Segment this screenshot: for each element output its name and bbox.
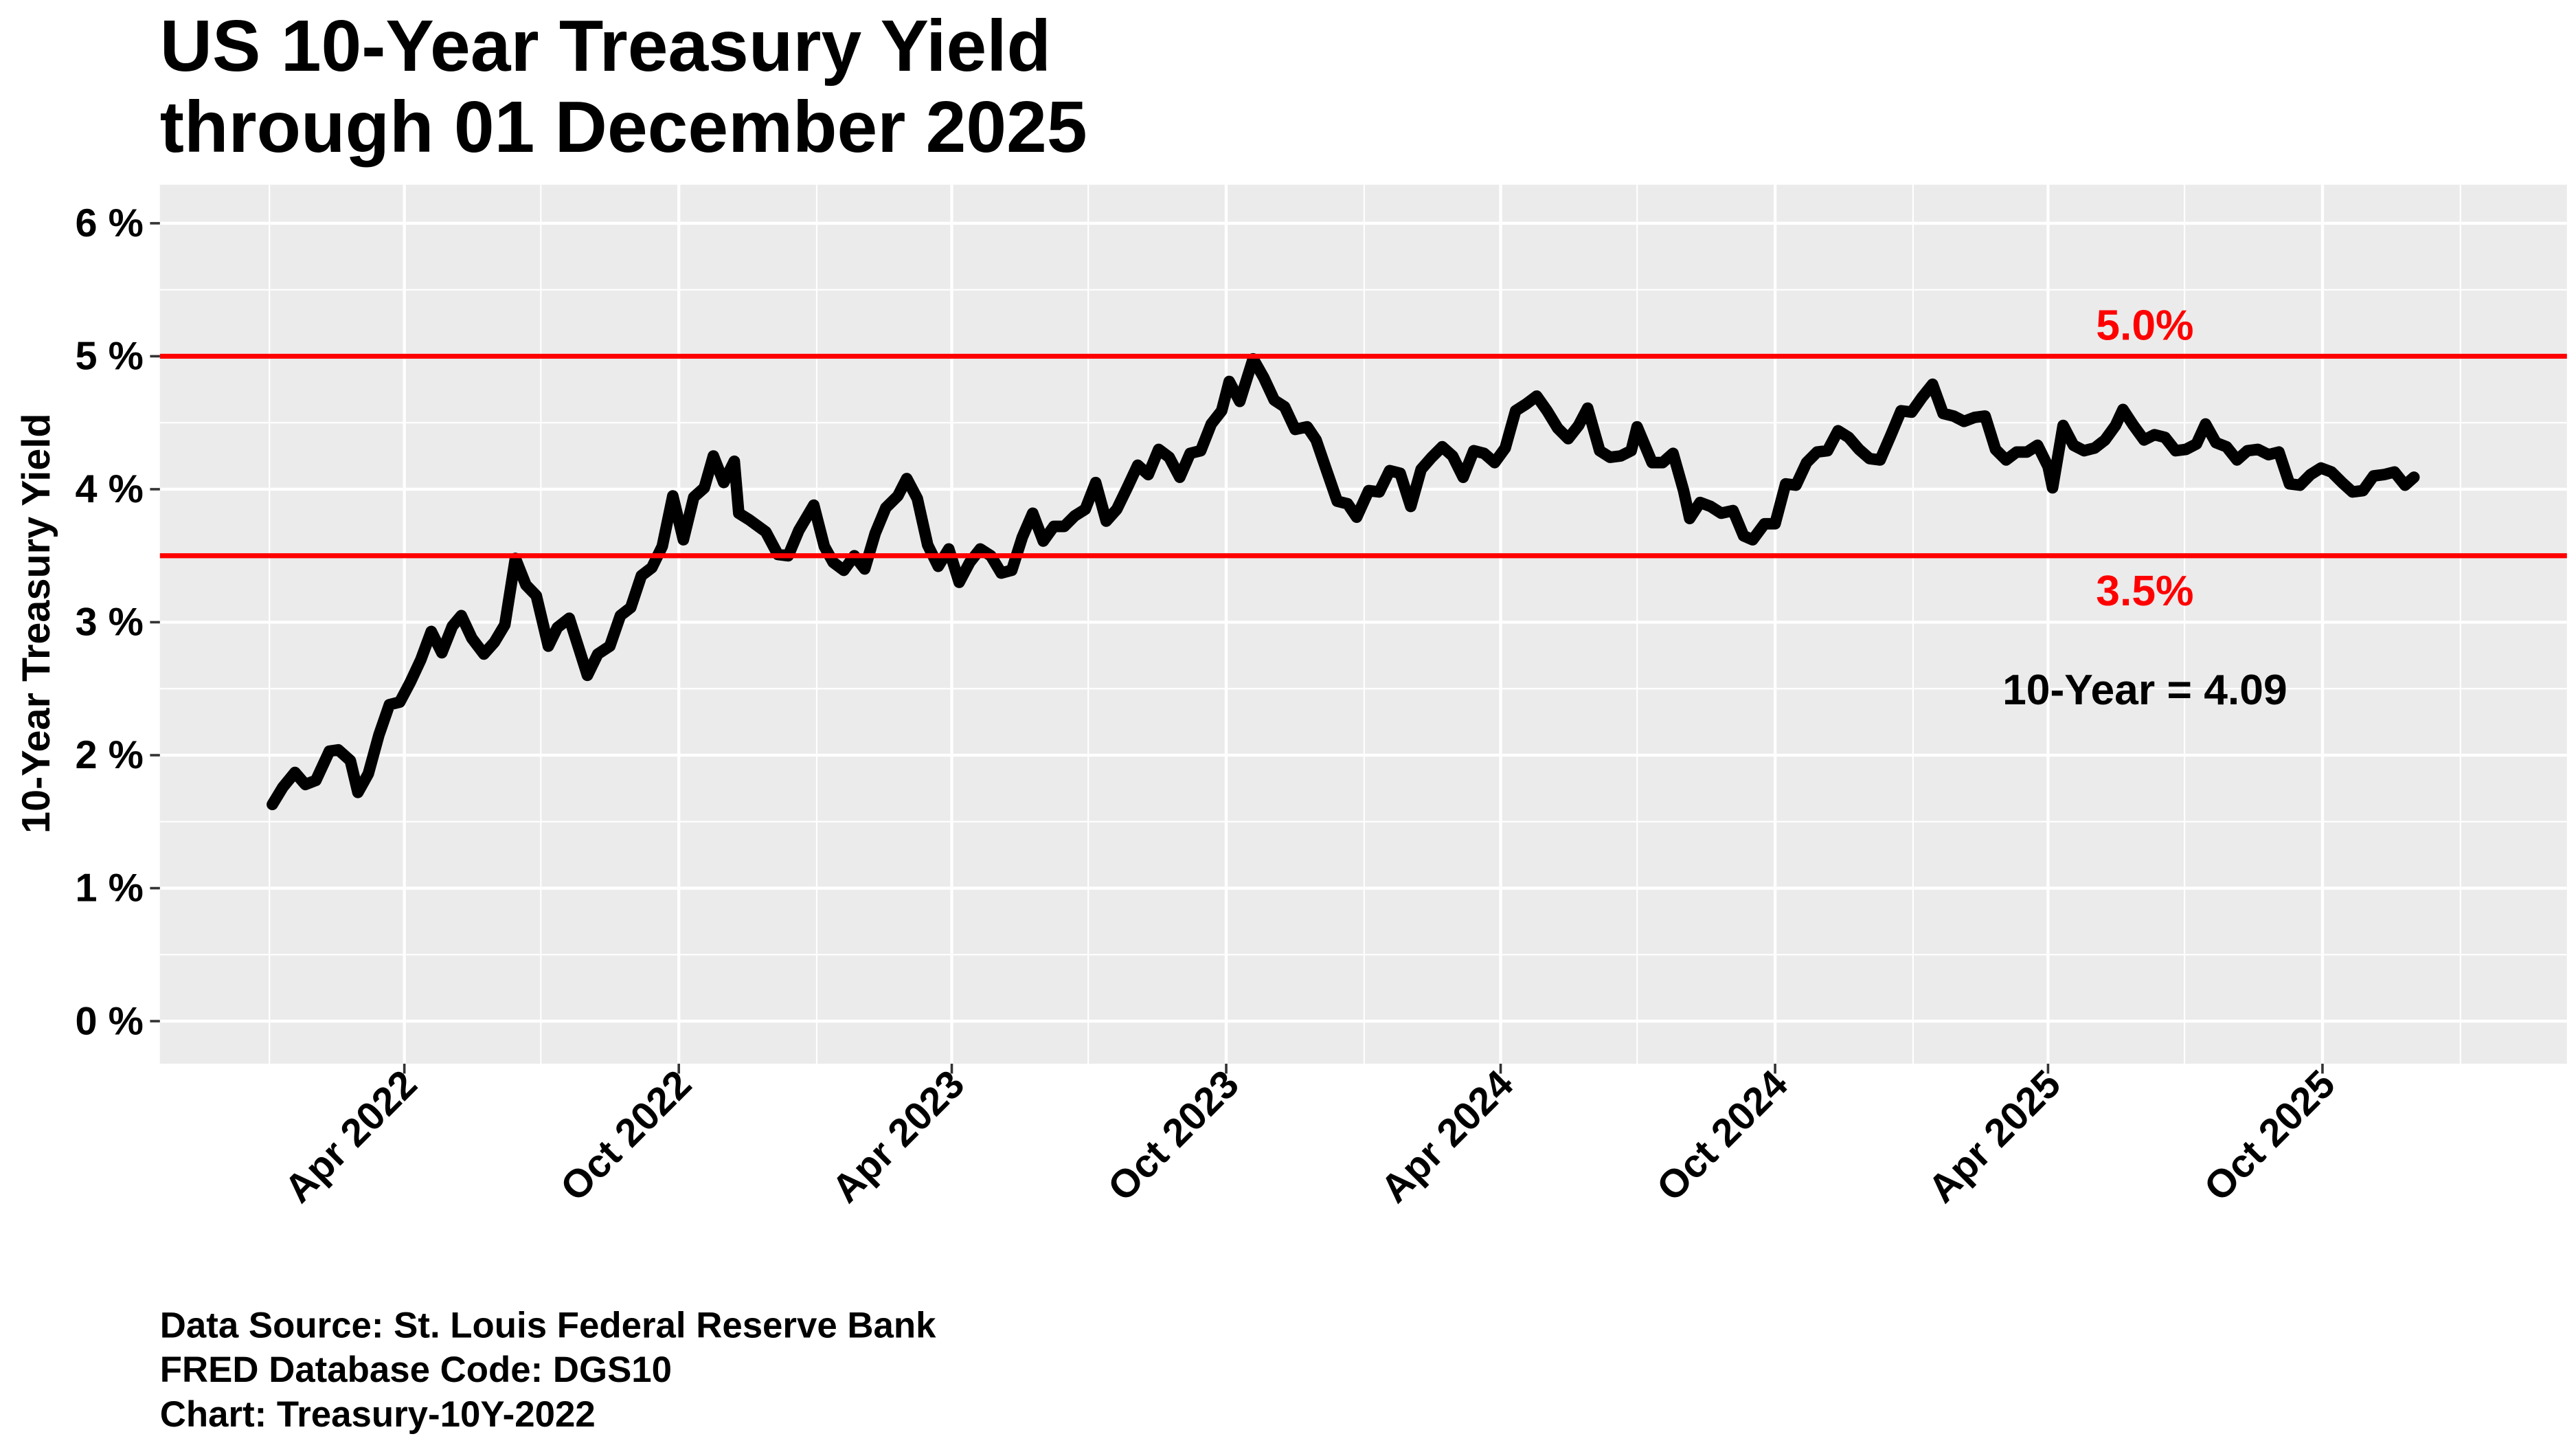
x-tick-label: Apr 2022 <box>276 1062 425 1211</box>
y-tick-label: 4 % <box>76 467 144 511</box>
chart-title-line-2: through 01 December 2025 <box>160 87 1087 168</box>
x-tick-label: Oct 2025 <box>2196 1062 2344 1210</box>
y-tick-label: 0 % <box>76 999 144 1043</box>
y-tick-label: 6 % <box>76 201 144 245</box>
x-tick-label: Apr 2024 <box>1372 1062 1522 1211</box>
caption-chart-name: Chart: Treasury-10Y-2022 <box>160 1394 596 1435</box>
reference-lines <box>159 353 2567 559</box>
plot-panel <box>159 184 2567 1064</box>
caption-database-code: FRED Database Code: DGS10 <box>160 1350 672 1390</box>
reference-label-3-5: 3.5% <box>2096 568 2193 615</box>
y-tick-label: 1 % <box>76 866 144 910</box>
x-tick-label: Oct 2023 <box>1100 1062 1247 1210</box>
chart-title-line-1: US 10-Year Treasury Yield <box>160 5 1051 87</box>
reference-label-5: 5.0% <box>2096 302 2193 349</box>
y-axis-title: 10-Year Treasury Yield <box>14 413 58 834</box>
yield-line <box>267 353 2420 811</box>
y-tick-label: 5 % <box>76 335 144 379</box>
latest-value-annotation: 10-Year = 4.09 <box>2002 667 2287 714</box>
caption-source: Data Source: St. Louis Federal Reserve B… <box>160 1305 936 1345</box>
y-tick-label: 3 % <box>76 601 144 645</box>
y-tick-label: 2 % <box>76 733 144 777</box>
x-tick-label: Oct 2022 <box>552 1062 700 1210</box>
x-tick-label: Apr 2023 <box>824 1062 973 1211</box>
y-axis: 0 % 1 % 2 % 3 % 4 % 5 % 6 % <box>76 201 160 1043</box>
x-tick-label: Apr 2025 <box>1920 1062 2069 1211</box>
x-tick-label: Oct 2024 <box>1649 1062 1796 1210</box>
x-axis: Apr 2022 Oct 2022 Apr 2023 Oct 2023 Apr 2024… <box>276 1062 2344 1211</box>
yield-series <box>267 353 2420 811</box>
